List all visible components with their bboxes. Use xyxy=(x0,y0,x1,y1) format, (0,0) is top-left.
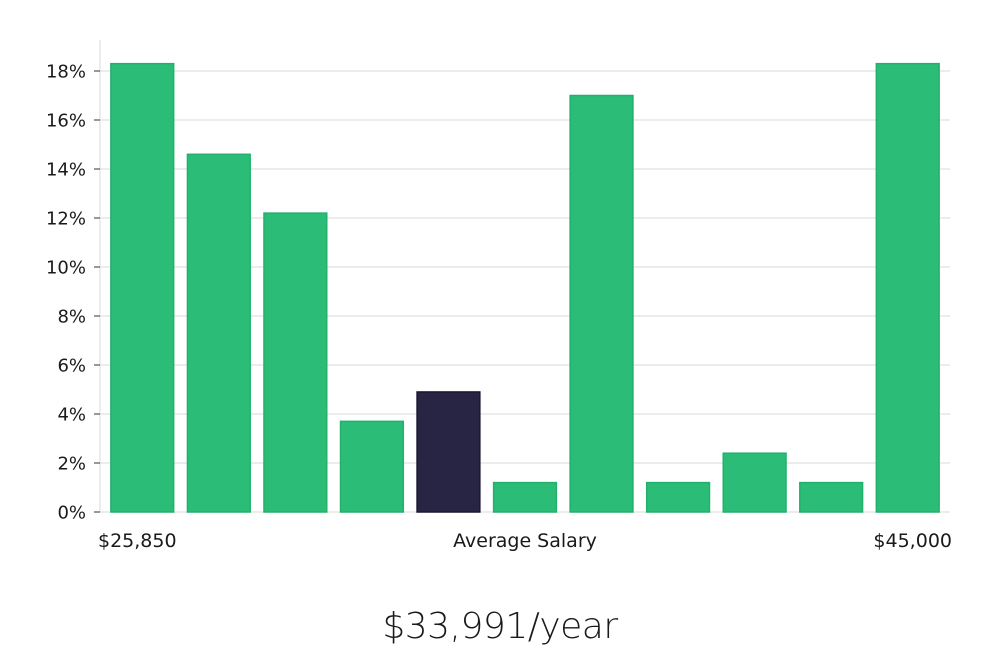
x-axis-labels: $25,850 Average Salary $45,000 xyxy=(98,530,952,552)
bar-highlighted xyxy=(416,391,481,513)
y-tick-labels: 0% 2% 4% 6% 8% 10% 12% 14% 16% 18% xyxy=(46,62,100,524)
x-label-center: Average Salary xyxy=(453,530,597,552)
bar xyxy=(263,212,328,513)
bar xyxy=(186,153,251,513)
y-tick-label: 10% xyxy=(46,258,86,279)
bar xyxy=(875,62,940,513)
y-tick-label: 14% xyxy=(46,160,86,181)
y-tick-label: 16% xyxy=(46,111,86,132)
bar xyxy=(799,481,864,513)
y-tick-label: 4% xyxy=(57,405,86,426)
salary-distribution-chart: 0% 2% 4% 6% 8% 10% 12% 14% 16% 18% $25,850 Averag… xyxy=(46,40,952,552)
bar xyxy=(110,62,175,513)
y-tick-label: 18% xyxy=(46,62,86,83)
average-salary-value: $33,991/year xyxy=(382,606,618,647)
y-tick-label: 2% xyxy=(57,454,86,475)
bar xyxy=(569,94,634,513)
y-tick-label: 6% xyxy=(57,356,86,377)
bar xyxy=(722,452,787,513)
y-tick-label: 12% xyxy=(46,209,86,230)
bar xyxy=(492,481,558,513)
y-tick-label: 8% xyxy=(57,307,86,328)
bar xyxy=(645,481,711,513)
y-tick-label: 0% xyxy=(57,503,86,524)
x-label-max: $45,000 xyxy=(873,530,952,552)
bar xyxy=(339,420,405,513)
bars xyxy=(110,62,940,513)
x-label-min: $25,850 xyxy=(98,530,177,552)
